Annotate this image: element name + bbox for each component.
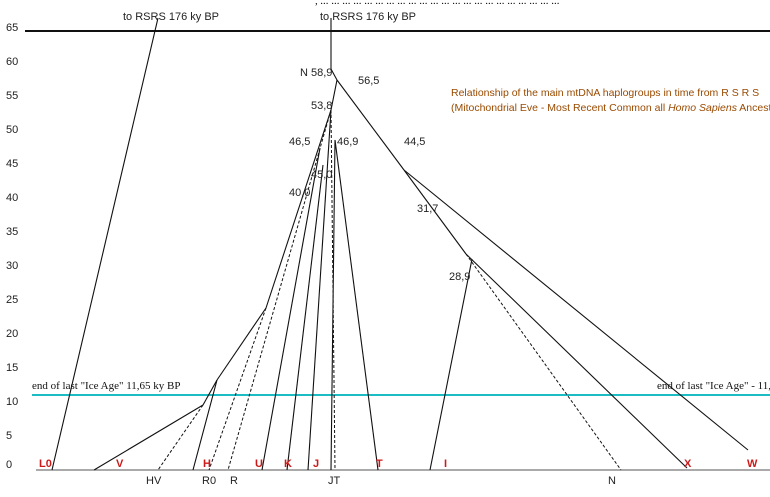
node-label-317: 31,7	[417, 203, 438, 215]
hap-i: I	[444, 458, 447, 470]
y-axis-ticks: 65 60 55 50 45 40 35 30 25 20 15 10 5 0	[6, 22, 18, 471]
hap-w: W	[747, 458, 758, 470]
y-tick: 10	[6, 396, 18, 408]
y-tick: 60	[6, 56, 18, 68]
ice-age-label-right: end of last "Ice Age" - 11,65 ky B	[657, 380, 770, 392]
note-line-2-pre: (Mitochondrial Eve - Most Recent Common …	[451, 102, 668, 114]
dashed-n	[465, 253, 622, 471]
y-tick: 45	[6, 158, 18, 170]
y-tick: 20	[6, 328, 18, 340]
hap-n: N	[608, 475, 616, 487]
y-tick: 35	[6, 226, 18, 238]
node-label-n: N 58,9	[300, 67, 332, 79]
branch-r-u	[265, 109, 332, 309]
branch-u	[261, 147, 321, 471]
hap-r0: R0	[202, 475, 216, 487]
node-label-445: 44,5	[404, 136, 425, 148]
node-label-289: 28,9	[449, 271, 470, 283]
ice-age-label-left: end of last "Ice Age" 11,65 ky BP	[32, 380, 181, 392]
branch-t	[334, 139, 379, 471]
branch-w	[403, 169, 749, 451]
y-tick: 25	[6, 294, 18, 306]
y-tick: 50	[6, 124, 18, 136]
hap-j: J	[313, 458, 319, 470]
branch-u-hv	[216, 307, 267, 381]
dashed-r0	[208, 307, 267, 471]
tree-branches	[51, 17, 749, 471]
branch-k	[286, 164, 324, 471]
top-label-center: to RSRS 176 ky BP	[320, 11, 416, 23]
hap-t: T	[376, 458, 383, 470]
dashed-jt	[330, 109, 336, 471]
dashed-r	[227, 109, 332, 471]
node-label-r: 53,8	[311, 100, 332, 112]
hap-jt: JT	[328, 475, 341, 487]
hap-r: R	[230, 475, 238, 487]
branch-x	[465, 253, 688, 469]
node-label-469: 46,9	[337, 136, 358, 148]
hap-x: X	[684, 458, 692, 470]
y-tick: 55	[6, 90, 18, 102]
node-label-465: 46,5	[289, 136, 310, 148]
y-tick: 30	[6, 260, 18, 272]
note-line-2-italic: Homo Sapiens	[668, 102, 738, 114]
note-line-2: (Mitochondrial Eve - Most Recent Common …	[451, 102, 770, 114]
hap-k: K	[284, 458, 292, 470]
hap-hv: HV	[146, 475, 162, 487]
node-label-450: 45,0	[311, 169, 332, 181]
branch-hv	[202, 379, 218, 406]
branch-445-289	[403, 169, 467, 255]
hap-l0: L0	[39, 458, 52, 470]
y-tick: 15	[6, 362, 18, 374]
cut-caption: , ... ... ... ... ... ... ... ... ... ..…	[315, 0, 560, 7]
hap-h: H	[203, 458, 211, 470]
y-tick: 40	[6, 192, 18, 204]
hap-u: U	[255, 458, 263, 470]
note-line-1: Relationship of the main mtDNA haplogrou…	[451, 87, 759, 99]
hap-v: V	[116, 458, 124, 470]
dashed-hv	[157, 404, 204, 471]
node-label-400: 40,0	[289, 187, 310, 199]
y-tick: 0	[6, 459, 12, 471]
branch-i	[429, 258, 473, 471]
branch-n	[330, 68, 338, 81]
top-label-left: to RSRS 176 ky BP	[123, 11, 219, 23]
node-label-565: 56,5	[358, 75, 379, 87]
y-tick: 65	[6, 22, 18, 34]
branch-h	[192, 379, 218, 471]
tree-dashed-branches	[157, 109, 622, 471]
branch-n-r	[330, 79, 338, 111]
y-tick: 5	[6, 430, 12, 442]
note-line-2-post: Ancestor)	[737, 102, 770, 114]
branch-n-445	[336, 79, 405, 171]
branch-j	[307, 109, 332, 471]
branch-v	[93, 404, 204, 471]
branch-l0	[51, 17, 159, 471]
